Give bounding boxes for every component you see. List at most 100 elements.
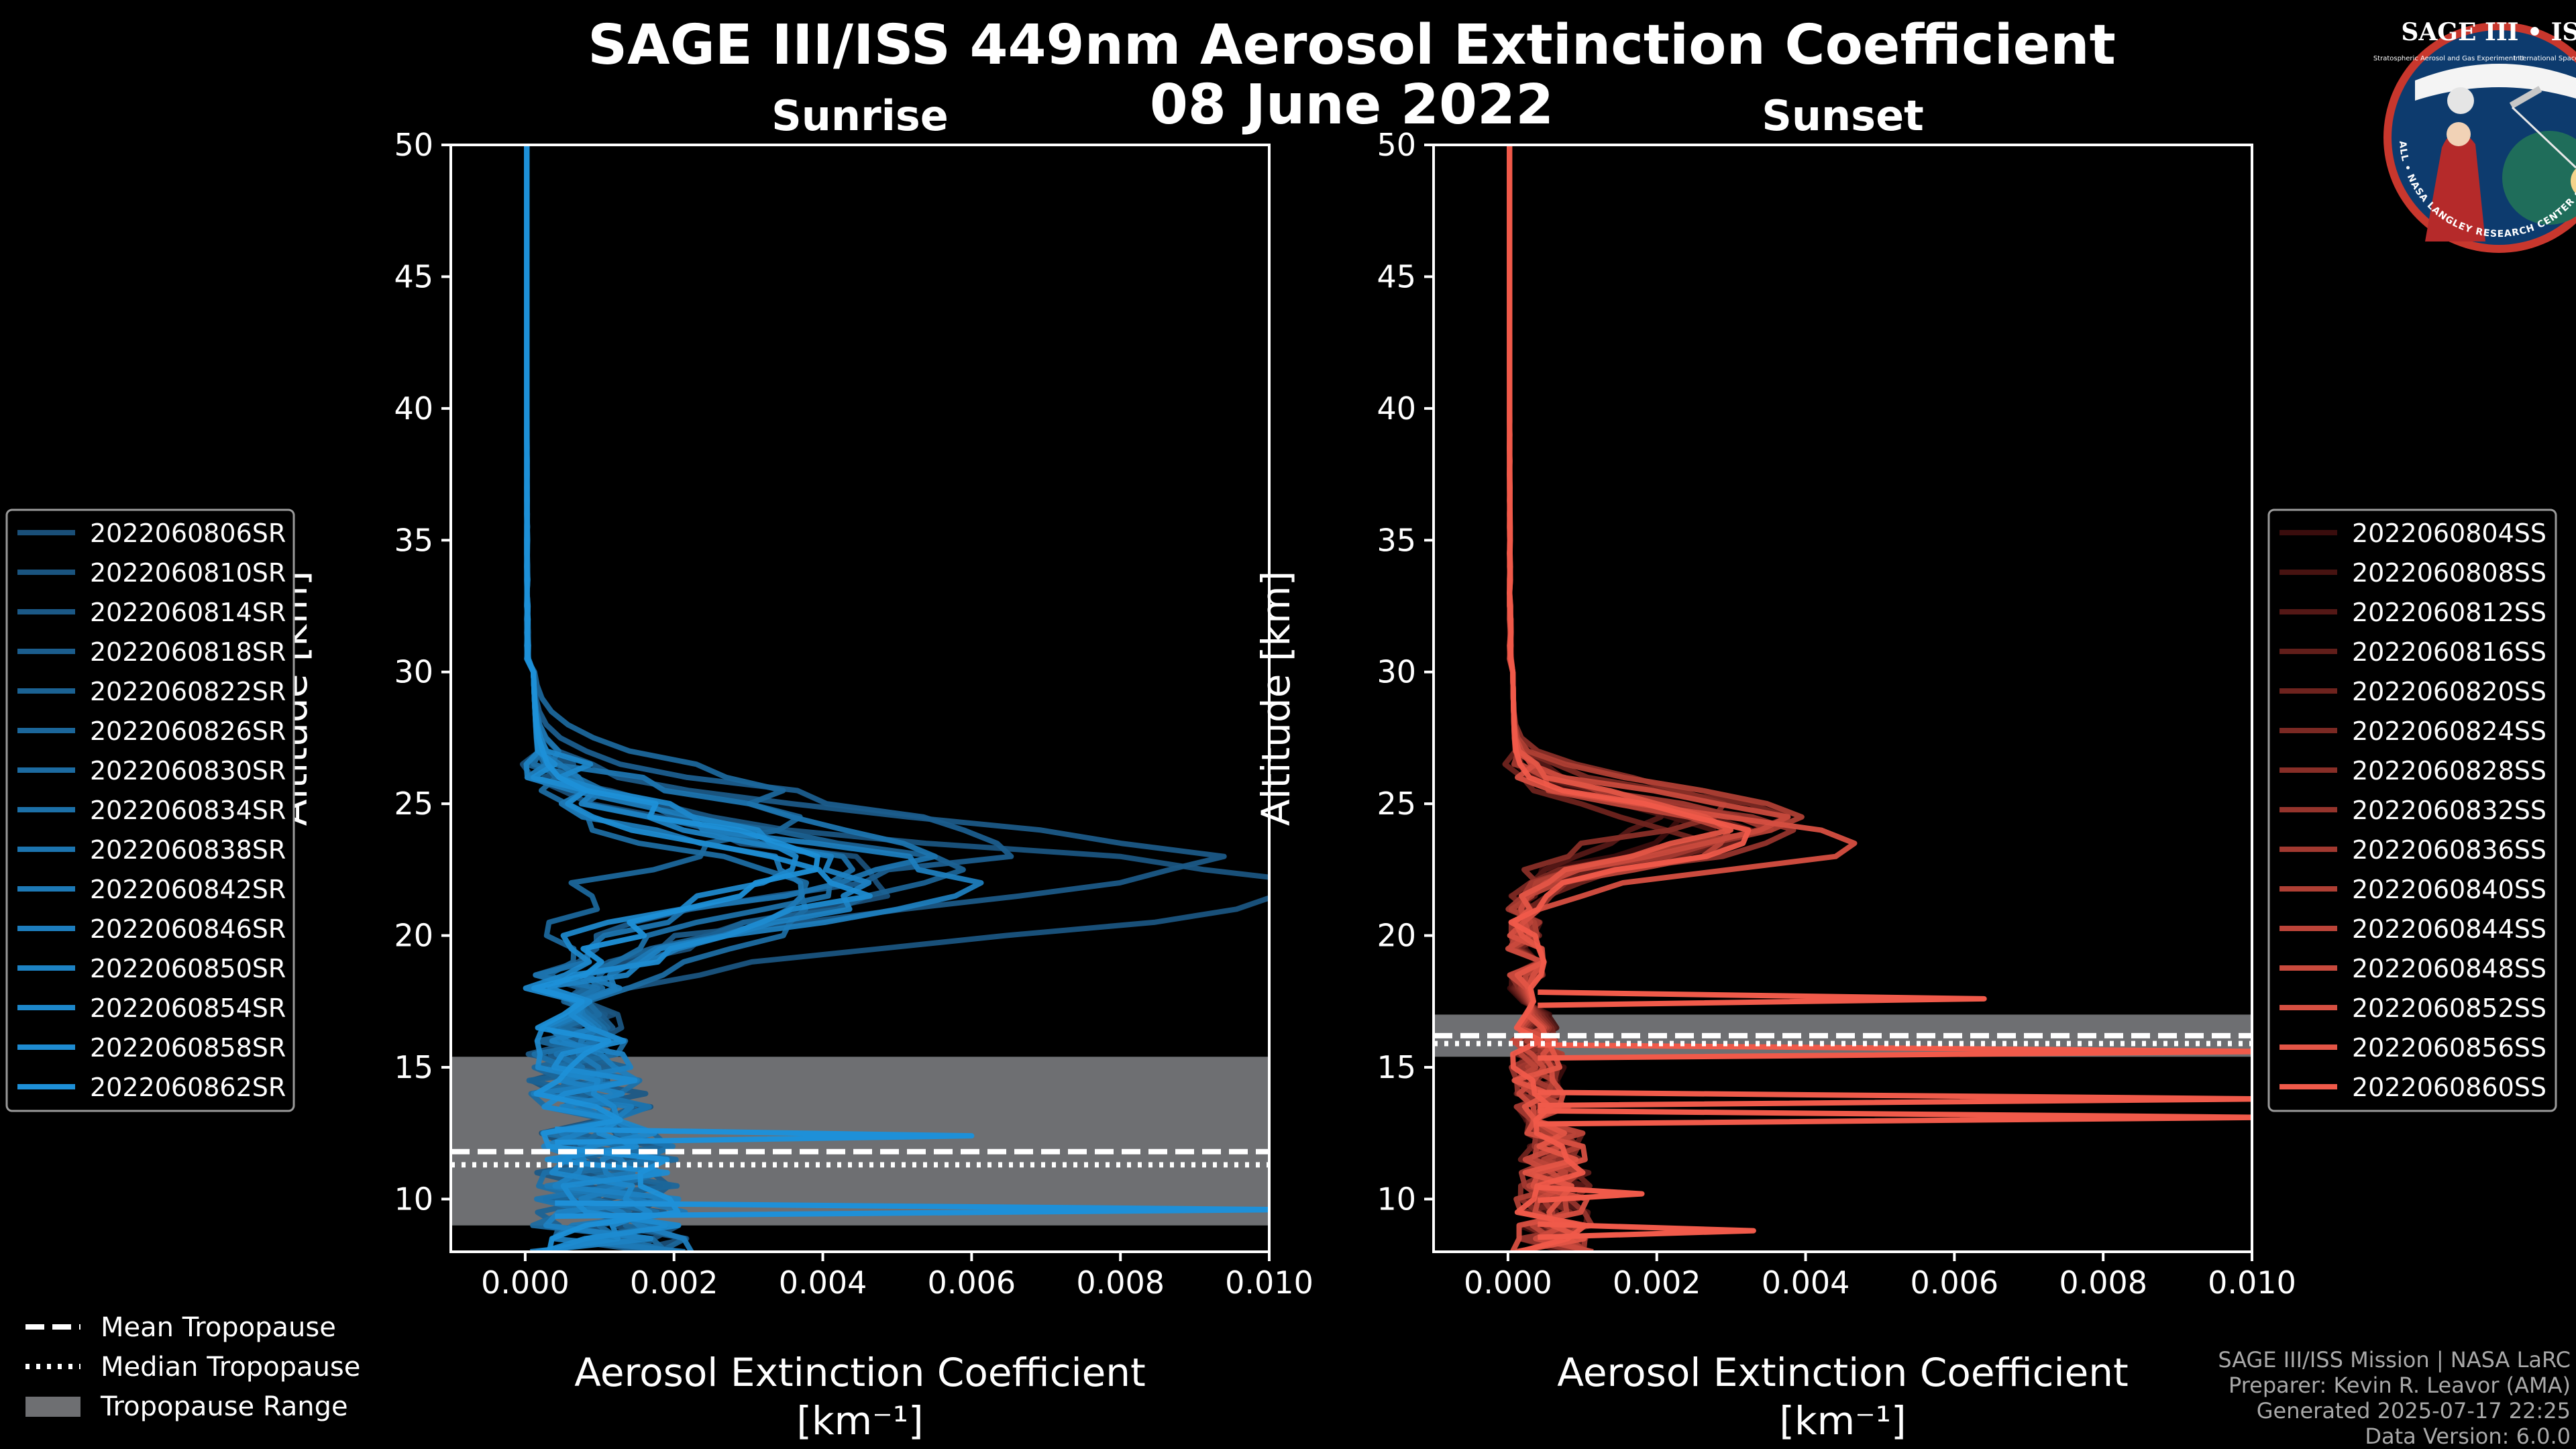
legend-frame	[2267, 508, 2557, 1112]
legend-label: 2022060840SS	[2352, 875, 2546, 904]
y-tick-label: 40	[394, 390, 433, 427]
x-tick-label: 0.000	[481, 1265, 570, 1301]
legend-frame	[5, 508, 295, 1112]
y-tick-label: 10	[1377, 1181, 1416, 1217]
credits: SAGE III/ISS Mission | NASA LaRC Prepare…	[2218, 1347, 2571, 1449]
logo-earth	[2502, 131, 2576, 225]
x-axis-label: Aerosol Extinction Coefficient	[574, 1350, 1146, 1395]
x-tick-label: 0.006	[1911, 1265, 1999, 1301]
legend-label: 2022060848SS	[2352, 954, 2546, 983]
legend-label: 2022060858SR	[90, 1033, 286, 1063]
x-axis-label: Aerosol Extinction Coefficient	[1557, 1350, 2129, 1395]
legend-label: 2022060816SS	[2352, 637, 2546, 667]
legend-label: 2022060812SS	[2352, 598, 2546, 627]
credit-generated: Generated 2025-07-17 22:25	[2257, 1398, 2571, 1424]
figure-date: 08 June 2022	[1150, 73, 1554, 137]
logo-sun	[2571, 168, 2576, 194]
y-tick-label: 30	[1377, 654, 1416, 690]
legend-label: 2022060814SR	[90, 598, 286, 627]
legend-label: 2022060834SR	[90, 796, 286, 825]
logo-banner	[2415, 64, 2576, 101]
tropopause-legend: Mean Tropopause Median Tropopause Tropop…	[25, 1312, 360, 1422]
profile-spike-0	[555, 1126, 975, 1145]
legend-label: 2022060826SR	[90, 716, 286, 746]
legend-label: 2022060862SR	[90, 1073, 286, 1102]
profile-spike-3	[1538, 1108, 2252, 1127]
mean-tropopause-label: Mean Tropopause	[101, 1312, 336, 1343]
y-tick-label: 40	[1377, 390, 1416, 427]
legend-label: 2022060822SR	[90, 677, 286, 706]
legend-label: 2022060844SS	[2352, 914, 2546, 944]
logo-title: SAGE III • ISS	[2401, 18, 2576, 46]
profile-spike-1	[1538, 1042, 2252, 1061]
plot-frame	[1432, 144, 2253, 1253]
y-tick-label: 50	[394, 127, 433, 163]
legend-label: 2022060856SS	[2352, 1033, 2546, 1063]
legend-label: 2022060804SS	[2352, 519, 2546, 548]
legend-label: 2022060820SS	[2352, 677, 2546, 706]
x-tick-label: 0.010	[1225, 1265, 1313, 1301]
y-tick-label: 45	[394, 258, 433, 294]
sunset-legend: 2022060804SS 2022060808SS 2022060812SS 2022…	[2267, 508, 2557, 1112]
panel-title: Sunset	[1762, 91, 1924, 140]
legend-label: 2022060828SS	[2352, 756, 2546, 786]
profiles-group	[1502, 145, 2252, 1252]
median-tropopause-label: Median Tropopause	[101, 1352, 360, 1383]
credit-mission: SAGE III/ISS Mission | NASA LaRC	[2218, 1347, 2571, 1373]
y-tick-label: 25	[1377, 786, 1416, 822]
y-tick-label: 35	[1377, 522, 1416, 558]
profile-spike-0	[1538, 989, 1987, 1008]
y-tick-label: 10	[394, 1181, 433, 1217]
x-tick-label: 0.006	[928, 1265, 1016, 1301]
logo-caption-right: International Space Station	[2514, 55, 2576, 62]
legend-label: 2022060838SR	[90, 835, 286, 865]
y-tick-label: 20	[394, 918, 433, 954]
profile-spike-2	[1538, 1089, 2252, 1108]
y-tick-label: 15	[1377, 1049, 1416, 1085]
x-axis-unit: [km⁻¹]	[1779, 1398, 1906, 1444]
y-tick-label: 50	[1377, 127, 1416, 163]
x-tick-label: 0.004	[1762, 1265, 1850, 1301]
logo-figure-head	[2447, 122, 2471, 146]
profile-line-2022060860SS	[1507, 145, 1752, 1252]
figure-title: SAGE III/ISS 449nm Aerosol Extinction Co…	[588, 13, 2116, 77]
x-tick-label: 0.008	[1076, 1265, 1165, 1301]
x-axis-unit: [km⁻¹]	[796, 1398, 923, 1444]
sunrise-legend: 2022060806SR 2022060810SR 2022060814SR 2022…	[5, 508, 295, 1112]
legend-label: 2022060808SS	[2352, 558, 2546, 588]
y-tick-label: 25	[394, 786, 433, 822]
legend-label: 2022060854SR	[90, 994, 286, 1023]
x-tick-label: 0.004	[779, 1265, 867, 1301]
logo-caption-left: Stratospheric Aerosol and Gas Experiment…	[2373, 55, 2524, 62]
plot-frame	[449, 144, 1271, 1253]
credit-preparer: Preparer: Kevin R. Leavor (AMA)	[2229, 1373, 2571, 1398]
y-tick-label: 15	[394, 1049, 433, 1085]
y-tick-label: 35	[394, 522, 433, 558]
profile-line-2022060862SR	[524, 145, 820, 1252]
logo-moon	[2447, 87, 2474, 114]
x-tick-label: 0.010	[2208, 1265, 2296, 1301]
y-axis-label: Altitude [km]	[1253, 571, 1299, 826]
legend-label: 2022060824SS	[2352, 716, 2546, 746]
profile-spike-4	[1538, 1184, 1645, 1203]
legend-label: 2022060836SS	[2352, 835, 2546, 865]
profile-spike-5	[1538, 1221, 1756, 1240]
tropopause-range-label: Tropopause Range	[100, 1391, 348, 1422]
x-tick-label: 0.008	[2059, 1265, 2147, 1301]
logo-iss	[2509, 86, 2542, 109]
legend-label: 2022060818SR	[90, 637, 286, 667]
y-tick-label: 45	[1377, 258, 1416, 294]
legend-label: 2022060860SS	[2352, 1073, 2546, 1102]
logo-figure-robe	[2425, 131, 2485, 241]
tropopause-range-swatch	[25, 1397, 80, 1417]
legend-label: 2022060830SR	[90, 756, 286, 786]
legend-label: 2022060846SR	[90, 914, 286, 944]
y-tick-label: 30	[394, 654, 433, 690]
x-tick-label: 0.002	[630, 1265, 718, 1301]
credit-data-version: Data Version: 6.0.0	[2365, 1424, 2571, 1449]
profile-spike-1	[555, 1200, 1269, 1219]
logo-beam	[2511, 106, 2576, 169]
legend-label: 2022060842SR	[90, 875, 286, 904]
